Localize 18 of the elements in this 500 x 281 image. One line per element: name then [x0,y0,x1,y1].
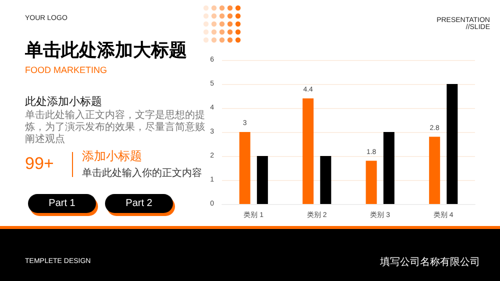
bar [256,156,268,204]
text: 99+ [25,154,54,174]
text: Part 2 [124,198,154,209]
text: Part 1 [48,198,76,209]
text: FOOD MARKETING [25,65,108,75]
chart-title: 单击此处添加大标题 [25,39,187,62]
text: 此处添加小标题 [25,95,102,109]
bar [302,98,314,204]
bar [239,132,250,204]
bar [366,160,377,204]
text: 单击此处输入正文内容，文字是思想的提炼，为了演示发布的效果，尽量言简意赅阐述观点 [25,110,205,146]
bar [320,156,332,204]
text: 单击此处输入你的正文内容 [82,166,202,180]
bar [429,136,440,204]
bar [446,84,458,204]
text: 填写公司名称有限公司 [380,256,480,269]
text: 添加小标题 [82,148,142,165]
bar [383,132,394,204]
